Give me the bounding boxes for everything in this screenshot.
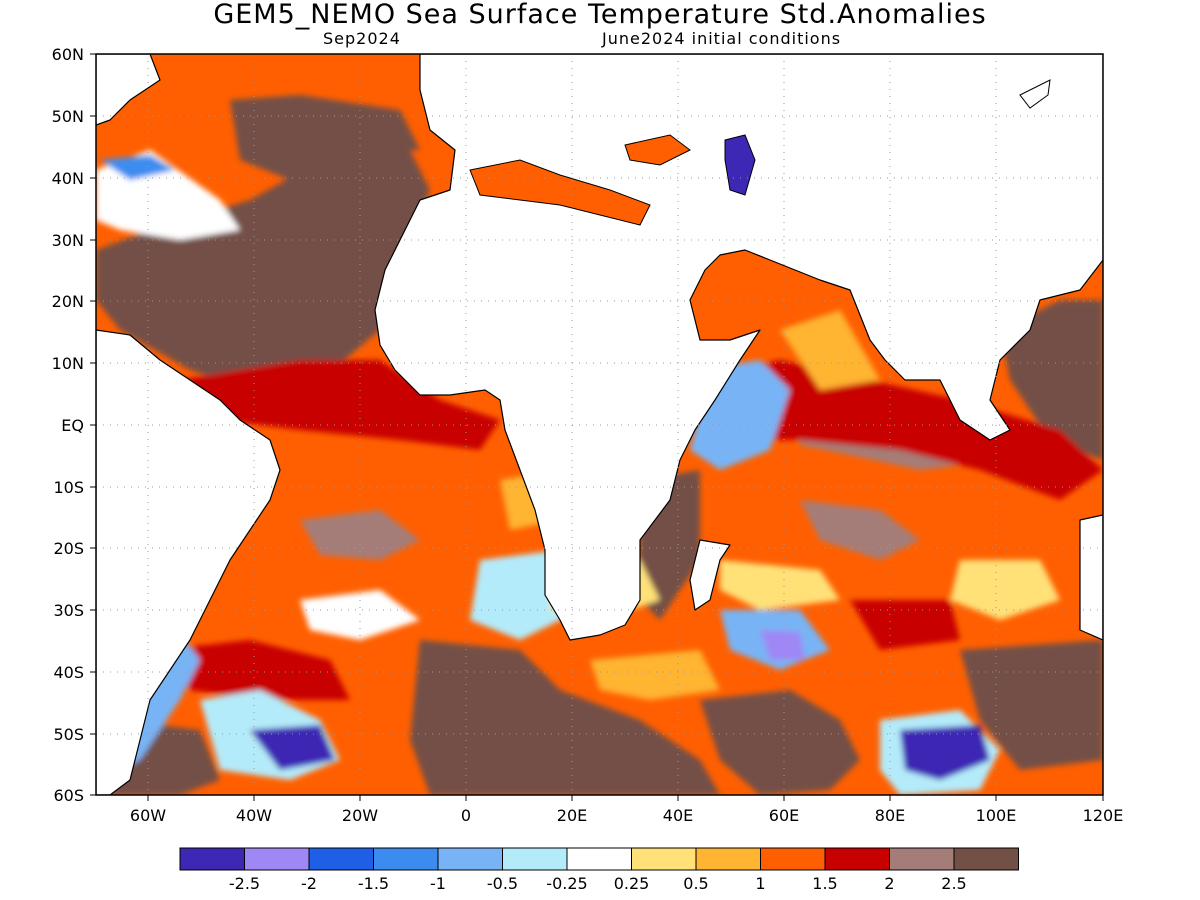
lat-label: 30S (53, 601, 84, 620)
lat-label: 10S (53, 478, 84, 497)
colorbar-label: -0.25 (546, 874, 587, 893)
longitude-labels: 60W 40W 20W 0 20E 40E 60E 80E 100E 120E (130, 806, 1123, 825)
colorbar-swatch (953, 847, 1019, 871)
lon-label: 100E (976, 806, 1017, 825)
lat-label: 60N (52, 45, 84, 64)
colorbar-swatch (437, 847, 503, 871)
colorbar-swatch (824, 847, 890, 871)
lon-label: 120E (1083, 806, 1124, 825)
colorbar-swatch (373, 847, 439, 871)
colorbar: -2.5 -2 -1.5 -1 -0.5 -0.25 0.25 0.5 1 1.5 2 2.5 (179, 847, 1019, 893)
colorbar-label: -2 (301, 874, 317, 893)
forecast-month: Sep2024 (323, 29, 401, 48)
lat-label: 40S (53, 663, 84, 682)
colorbar-label: 2.5 (941, 874, 966, 893)
colorbar-swatch (179, 847, 245, 871)
latitude-labels: 60N 50N 40N 30N 20N 10N EQ 10S 20S 30S 4… (52, 45, 84, 805)
lat-label: EQ (61, 416, 84, 435)
axis-ticks (90, 53, 1104, 801)
colorbar-swatch (308, 847, 374, 871)
colorbar-swatch (566, 847, 632, 871)
colorbar-label: -1 (430, 874, 446, 893)
lat-label: 20N (52, 292, 84, 311)
initial-conditions: June2024 initial conditions (602, 29, 842, 48)
colorbar-label: -1.5 (358, 874, 389, 893)
colorbar-label: 1.5 (812, 874, 837, 893)
lon-label: 60E (769, 806, 799, 825)
anomaly-field (96, 54, 1103, 795)
lat-label: 30N (52, 231, 84, 250)
lat-label: 50N (52, 107, 84, 126)
lat-label: 10N (52, 354, 84, 373)
colorbar-swatch (695, 847, 761, 871)
lat-label: 20S (53, 539, 84, 558)
colorbar-label: -0.5 (487, 874, 518, 893)
lon-label: 0 (461, 806, 471, 825)
lon-label: 40W (236, 806, 272, 825)
colorbar-label: 2 (884, 874, 894, 893)
page-title: GEM5_NEMO Sea Surface Temperature Std.An… (213, 0, 987, 30)
lat-label: 50S (53, 725, 84, 744)
colorbar-swatch (889, 847, 955, 871)
lon-label: 80E (875, 806, 905, 825)
colorbar-label: 0.25 (614, 874, 650, 893)
colorbar-label: 1 (755, 874, 765, 893)
lon-label: 20E (557, 806, 587, 825)
colorbar-swatch (760, 847, 826, 871)
colorbar-label: -2.5 (229, 874, 260, 893)
colorbar-swatch (631, 847, 697, 871)
lon-label: 40E (663, 806, 693, 825)
lon-label: 20W (342, 806, 378, 825)
colorbar-swatch (502, 847, 568, 871)
lat-label: 40N (52, 169, 84, 188)
lat-label: 60S (53, 786, 84, 805)
colorbar-swatch (244, 847, 310, 871)
colorbar-label: 0.5 (683, 874, 708, 893)
lon-label: 60W (130, 806, 166, 825)
